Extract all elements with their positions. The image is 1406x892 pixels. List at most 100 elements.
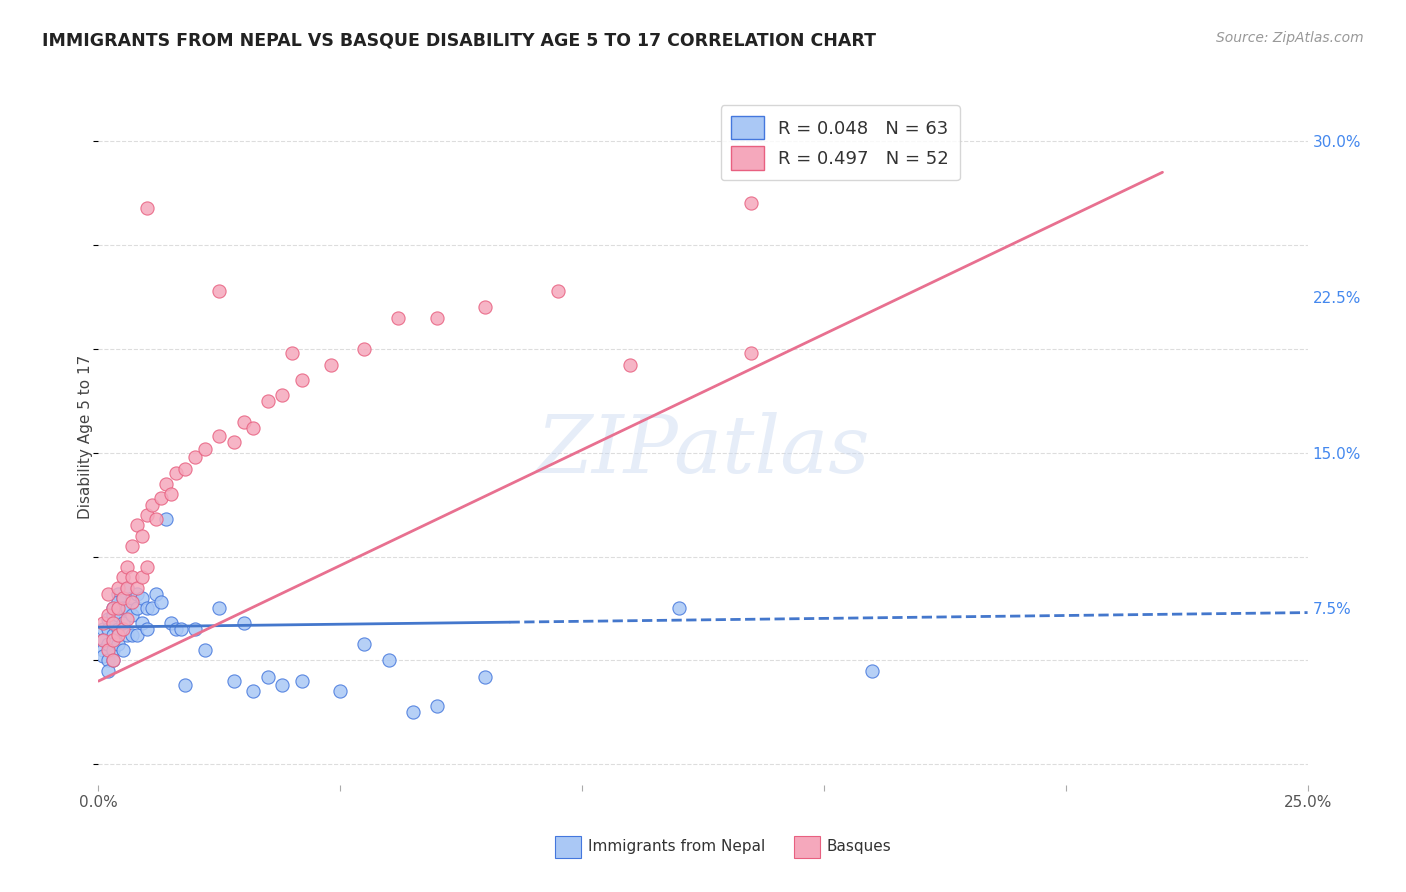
Point (101, 607, 124, 622)
Point (101, 628, 124, 642)
Point (281, 346, 304, 360)
Point (426, 699, 449, 714)
Point (91, 632, 114, 647)
Point (141, 601, 163, 615)
Point (184, 622, 207, 636)
Point (160, 487, 183, 501)
Point (222, 674, 245, 689)
Point (107, 607, 129, 622)
Point (135, 201, 157, 215)
Point (117, 601, 139, 615)
Point (242, 684, 264, 698)
Point (101, 601, 124, 615)
Point (194, 442, 217, 456)
Y-axis label: Disability Age 5 to 17: Disability Age 5 to 17 (77, 355, 93, 519)
Point (97, 612, 120, 626)
Point (319, 359, 342, 373)
Point (127, 518, 149, 533)
Point (131, 529, 153, 543)
Point (290, 674, 312, 689)
Point (101, 653, 124, 667)
Point (91, 622, 114, 636)
Point (107, 601, 129, 615)
Point (208, 601, 231, 615)
Point (121, 628, 143, 642)
Point (208, 284, 231, 298)
Point (353, 637, 375, 651)
Point (547, 284, 569, 298)
Point (97, 637, 120, 651)
Point (91, 643, 114, 657)
Point (402, 706, 425, 720)
Point (174, 462, 197, 476)
Point (131, 615, 153, 630)
Point (111, 643, 134, 657)
Point (131, 591, 153, 605)
Point (329, 684, 352, 698)
Point (131, 570, 153, 584)
Point (117, 628, 139, 642)
Point (474, 300, 496, 314)
Point (117, 560, 139, 574)
Point (135, 508, 157, 522)
Point (107, 622, 129, 636)
Point (107, 587, 129, 601)
Point (117, 581, 139, 595)
Text: Immigrants from Nepal: Immigrants from Nepal (588, 839, 765, 855)
Legend: R = 0.048   N = 63, R = 0.497   N = 52: R = 0.048 N = 63, R = 0.497 N = 52 (721, 105, 960, 180)
Text: Source: ZipAtlas.com: Source: ZipAtlas.com (1216, 31, 1364, 45)
Point (97, 664, 120, 678)
Point (165, 467, 187, 481)
Point (174, 678, 197, 692)
Point (353, 342, 375, 356)
Point (222, 435, 245, 450)
Point (377, 653, 399, 667)
Point (107, 595, 129, 609)
Point (127, 581, 149, 595)
Point (740, 196, 762, 211)
Point (91, 649, 114, 664)
Point (155, 476, 177, 491)
Point (141, 498, 163, 512)
Point (150, 595, 173, 609)
Point (290, 373, 312, 387)
Point (256, 393, 278, 408)
Point (135, 560, 157, 574)
Point (740, 346, 762, 360)
Point (232, 415, 254, 429)
Point (619, 359, 641, 373)
Point (169, 622, 191, 636)
Point (101, 637, 124, 651)
Text: IMMIGRANTS FROM NEPAL VS BASQUE DISABILITY AGE 5 TO 17 CORRELATION CHART: IMMIGRANTS FROM NEPAL VS BASQUE DISABILI… (42, 31, 876, 49)
Point (97, 607, 120, 622)
Point (474, 670, 496, 684)
Point (135, 601, 157, 615)
Point (121, 591, 143, 605)
Point (107, 628, 129, 642)
Point (127, 628, 149, 642)
Point (111, 591, 134, 605)
Point (107, 581, 129, 595)
Point (145, 587, 167, 601)
Point (135, 622, 157, 636)
Point (117, 612, 139, 626)
Point (668, 601, 690, 615)
Point (111, 591, 134, 605)
Point (101, 615, 124, 630)
Point (101, 632, 124, 647)
Point (97, 643, 120, 657)
Point (271, 678, 294, 692)
Point (107, 637, 129, 651)
Point (91, 615, 114, 630)
Point (194, 643, 217, 657)
Point (117, 581, 139, 595)
Point (101, 643, 124, 657)
Point (387, 310, 409, 325)
Point (184, 450, 207, 464)
Point (101, 653, 124, 667)
Text: ZIPatlas: ZIPatlas (536, 412, 870, 490)
Text: Basques: Basques (827, 839, 891, 855)
Point (111, 570, 134, 584)
Point (860, 664, 883, 678)
Point (101, 601, 124, 615)
